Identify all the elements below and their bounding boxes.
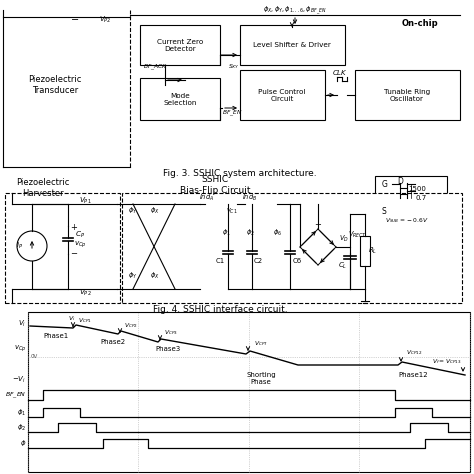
Text: $BF\_EN$: $BF\_EN$ — [5, 390, 26, 400]
Text: Piezoelectric
Harvester: Piezoelectric Harvester — [16, 178, 70, 198]
Text: On-chip: On-chip — [401, 18, 438, 27]
Text: S: S — [382, 207, 387, 216]
Text: $\phi_Y$: $\phi_Y$ — [128, 206, 137, 216]
Text: $\phi_2$: $\phi_2$ — [246, 228, 255, 238]
Text: $C_L$: $C_L$ — [338, 261, 347, 271]
Text: $V_{CP12}$: $V_{CP12}$ — [406, 348, 422, 357]
Text: $BF\_EN$: $BF\_EN$ — [222, 109, 243, 118]
Bar — [360, 236, 370, 266]
Text: Current Zero
Detector: Current Zero Detector — [157, 38, 203, 52]
Text: $Ind_A$: $Ind_A$ — [200, 193, 215, 203]
Text: $CLK$: $CLK$ — [332, 67, 348, 76]
Text: C6: C6 — [292, 258, 301, 264]
Text: Phase1: Phase1 — [44, 333, 69, 339]
Bar — [130, 10, 465, 168]
Bar — [355, 70, 460, 120]
Text: Pulse Control
Circuit: Pulse Control Circuit — [258, 89, 306, 101]
Text: $BF\_ACK$: $BF\_ACK$ — [143, 62, 168, 72]
Text: SSHIC
Bias-Flip Circuit: SSHIC Bias-Flip Circuit — [180, 175, 250, 195]
Text: $V_i$: $V_i$ — [18, 319, 26, 329]
Bar — [0, 0, 474, 175]
Text: $\phi$: $\phi$ — [19, 438, 26, 448]
Text: D: D — [397, 176, 403, 185]
Text: $V_D$: $V_D$ — [339, 234, 349, 244]
Bar — [240, 25, 345, 65]
Text: Shorting
Phase: Shorting Phase — [246, 373, 276, 385]
Text: Mode
Selection: Mode Selection — [164, 92, 197, 106]
Text: Fig. 3. SSHIC system architecture.: Fig. 3. SSHIC system architecture. — [163, 168, 317, 177]
Text: $V_{CP7}$: $V_{CP7}$ — [254, 339, 268, 348]
Text: $Ind_B$: $Ind_B$ — [242, 193, 258, 203]
Text: Phase3: Phase3 — [155, 346, 181, 352]
Text: $v_{C1}$: $v_{C1}$ — [226, 206, 238, 216]
Bar — [122, 193, 462, 303]
Text: 1500: 1500 — [408, 186, 426, 192]
Text: −: − — [71, 249, 78, 258]
Text: $\phi_X$: $\phi_X$ — [150, 271, 160, 281]
Text: $-V_i$: $-V_i$ — [12, 375, 26, 385]
Text: $S_{XY}$: $S_{XY}$ — [228, 63, 240, 72]
Text: −: − — [71, 15, 79, 25]
Text: $V_f=V_{CP13}$: $V_f=V_{CP13}$ — [432, 357, 462, 366]
Text: 0.7: 0.7 — [415, 195, 427, 201]
Bar — [140, 78, 220, 120]
Text: $V_{P1}$: $V_{P1}$ — [79, 196, 91, 206]
Text: C2: C2 — [254, 258, 263, 264]
Text: $\phi_X, \phi_Y, \phi_{1...6}, \phi_{BF\_EN}$: $\phi_X, \phi_Y, \phi_{1...6}, \phi_{BF\… — [263, 5, 327, 17]
Text: Phase12: Phase12 — [398, 372, 428, 378]
Text: $\phi_6$: $\phi_6$ — [273, 228, 283, 238]
Bar — [28, 312, 470, 472]
Text: $\phi_X$: $\phi_X$ — [150, 206, 160, 216]
Text: Phase2: Phase2 — [100, 339, 126, 345]
Text: $V_{RECT}$: $V_{RECT}$ — [348, 230, 367, 240]
Text: $V_{P2}$: $V_{P2}$ — [99, 15, 111, 25]
Text: $V_{P2}$: $V_{P2}$ — [79, 288, 91, 298]
Bar — [3, 8, 469, 170]
Text: $\phi_1$: $\phi_1$ — [221, 228, 230, 238]
Text: Level Shifter & Driver: Level Shifter & Driver — [253, 42, 331, 48]
Text: G: G — [382, 180, 388, 189]
Text: $C_P$: $C_P$ — [75, 230, 85, 240]
Text: $v_{Cp}$: $v_{Cp}$ — [14, 344, 26, 354]
Text: Piezoelectric
Transducer: Piezoelectric Transducer — [28, 75, 82, 95]
Text: C1: C1 — [215, 258, 225, 264]
Text: $V_i$: $V_i$ — [68, 315, 75, 323]
Text: $V_{CP3}$: $V_{CP3}$ — [164, 328, 178, 337]
Text: $v_{Cp}$: $v_{Cp}$ — [73, 240, 86, 250]
FancyArrow shape — [408, 191, 414, 196]
Text: $i_P$: $i_P$ — [17, 241, 24, 251]
Text: $\phi_Y$: $\phi_Y$ — [128, 271, 137, 281]
Bar — [240, 70, 325, 120]
Bar — [375, 176, 447, 231]
Text: +: + — [315, 219, 321, 228]
Bar — [0, 176, 474, 311]
Bar — [5, 193, 120, 303]
Text: $V_{SUB}=-0.6V$: $V_{SUB}=-0.6V$ — [385, 217, 428, 226]
Text: Tunable Ring
Oscillator: Tunable Ring Oscillator — [384, 89, 430, 101]
Bar — [140, 25, 220, 65]
Text: $V_{CP1}$: $V_{CP1}$ — [78, 317, 92, 326]
Text: $R_L$: $R_L$ — [368, 246, 378, 256]
Text: 0V: 0V — [31, 354, 38, 358]
Text: $\phi_1$: $\phi_1$ — [17, 407, 26, 418]
Text: +: + — [71, 222, 77, 231]
Text: Fig. 4. SSHIC interface circuit.: Fig. 4. SSHIC interface circuit. — [153, 304, 287, 313]
Text: $V_{CP2}$: $V_{CP2}$ — [124, 321, 138, 330]
Text: $\phi_2$: $\phi_2$ — [17, 422, 26, 433]
